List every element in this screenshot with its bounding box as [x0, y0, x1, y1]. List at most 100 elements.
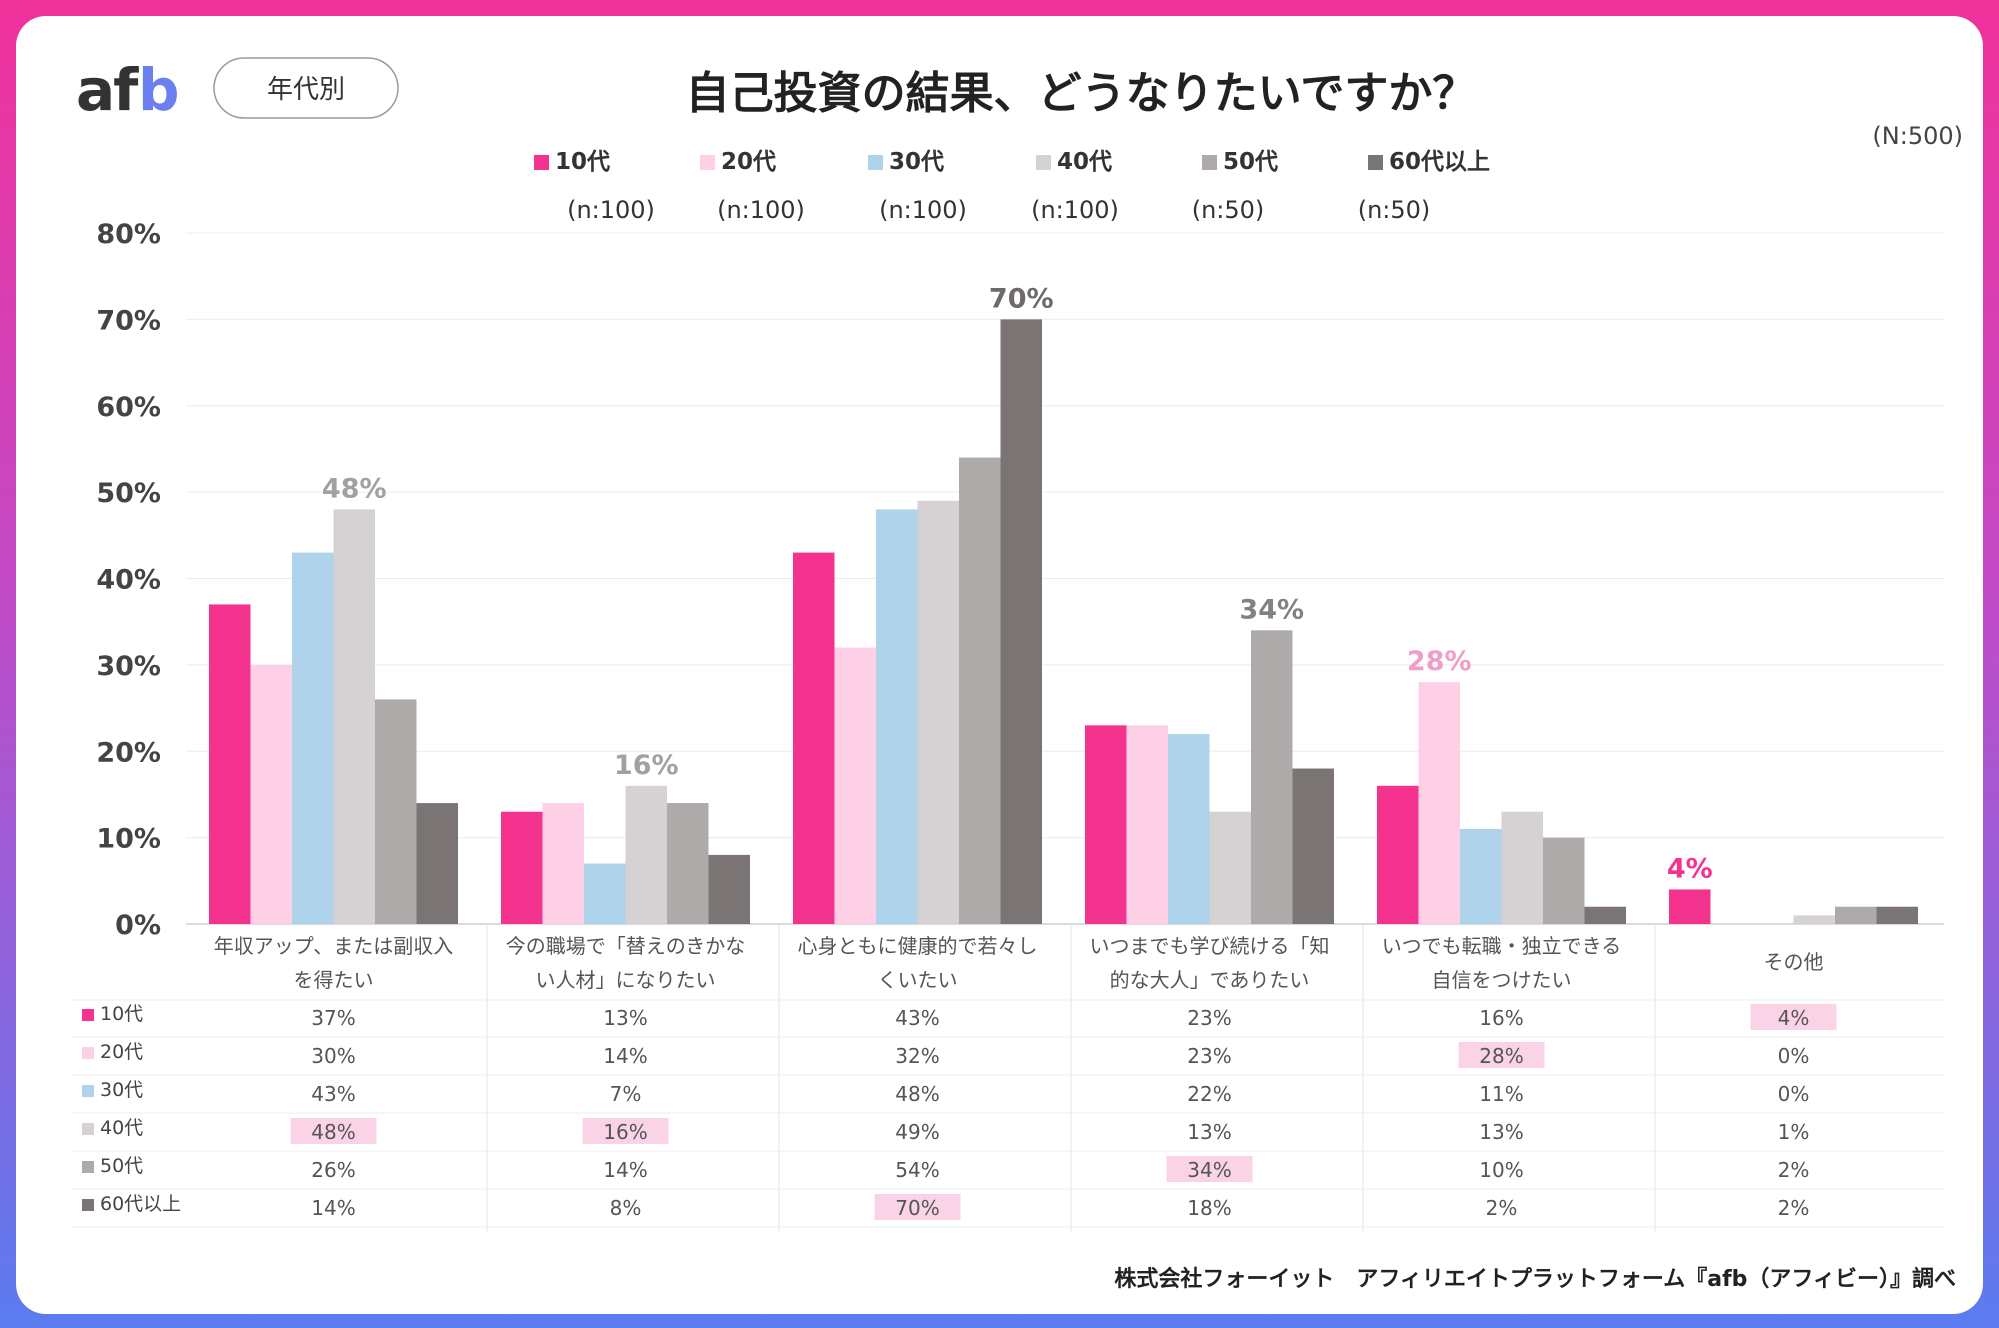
category-label: いつでも転職・独立できる — [1382, 934, 1622, 958]
peak-data-label: 28% — [1407, 646, 1472, 677]
table-cell: 48% — [895, 1082, 939, 1106]
table-cell: 23% — [1187, 1044, 1231, 1068]
legend-swatch — [700, 155, 715, 170]
y-tick-label: 0% — [115, 910, 161, 941]
legend-n: (n:50) — [1192, 196, 1265, 224]
table-cell: 14% — [603, 1158, 647, 1182]
category-label: 今の職場で「替えのきかな — [506, 934, 745, 958]
bar — [793, 552, 835, 924]
table-cell: 0% — [1778, 1082, 1810, 1106]
table-cell: 22% — [1187, 1082, 1231, 1106]
table-cell: 54% — [895, 1158, 939, 1182]
table-cell: 48% — [311, 1120, 355, 1144]
bar — [209, 604, 251, 924]
peak-data-label: 48% — [322, 473, 387, 504]
row-label: 60代以上 — [100, 1193, 181, 1215]
table-cell: 14% — [311, 1196, 355, 1220]
table-cell: 26% — [311, 1158, 355, 1182]
legend-label: 10代 — [555, 149, 610, 175]
bar — [1168, 733, 1210, 924]
bar — [1669, 889, 1711, 924]
row-swatch — [82, 1161, 94, 1173]
category-label: くいたい — [878, 968, 958, 992]
table-cell: 2% — [1778, 1158, 1810, 1182]
peak-data-label: 70% — [989, 283, 1054, 314]
legend-swatch — [1036, 155, 1051, 170]
bar — [1085, 725, 1127, 924]
bar — [1126, 725, 1168, 924]
cell-highlight — [582, 1118, 669, 1144]
table-cell: 28% — [1479, 1044, 1523, 1068]
legend-label: 50代 — [1223, 149, 1278, 175]
table-cell: 10% — [1479, 1158, 1523, 1182]
legend-n: (n:100) — [1031, 196, 1119, 224]
row-label: 30代 — [100, 1079, 143, 1101]
peak-labels: 48% 16% 70% 34% 28% 4% — [322, 283, 1713, 884]
category-label: 心身ともに健康的で若々し — [798, 934, 1038, 958]
bar — [1835, 906, 1877, 924]
cell-highlight — [1750, 1004, 1837, 1030]
bar — [959, 457, 1001, 924]
bar — [1584, 906, 1626, 924]
legend-swatch — [534, 155, 549, 170]
peak-data-label: 16% — [614, 750, 679, 781]
logo-text-b: b — [138, 56, 180, 124]
table-cell: 1% — [1778, 1120, 1810, 1144]
table-cell: 13% — [1187, 1120, 1231, 1144]
table-cell: 43% — [895, 1006, 939, 1030]
gridlines — [186, 232, 1944, 925]
y-tick-label: 30% — [96, 651, 161, 682]
y-tick-label: 20% — [96, 737, 161, 768]
row-swatch — [82, 1085, 94, 1097]
legend-label: 60代以上 — [1389, 149, 1490, 175]
table-cell: 16% — [1479, 1006, 1523, 1030]
legend-n: (n:100) — [879, 196, 967, 224]
row-label: 40代 — [100, 1117, 143, 1139]
bar — [542, 803, 584, 924]
legend-swatch — [1202, 155, 1217, 170]
bar — [1460, 828, 1502, 924]
table-cell: 32% — [895, 1044, 939, 1068]
category-label: その他 — [1764, 950, 1824, 974]
y-axis: 0% 10% 20% 30% 40% 50% 60% 70% 80% — [96, 219, 161, 941]
table-cell: 8% — [610, 1196, 642, 1220]
table-cell: 7% — [610, 1082, 642, 1106]
table-cell: 70% — [895, 1196, 939, 1220]
bar — [708, 854, 750, 924]
y-tick-label: 50% — [96, 478, 161, 509]
category-label: を得たい — [294, 968, 374, 992]
bar — [917, 500, 959, 924]
afb-logo: af b — [76, 56, 180, 124]
legend-label: 40代 — [1057, 149, 1112, 175]
table-cell: 14% — [603, 1044, 647, 1068]
chart-title: 自己投資の結果、どうなりたいですか？ — [686, 68, 1477, 119]
bar — [876, 509, 918, 924]
table-cell: 43% — [311, 1082, 355, 1106]
bar — [667, 803, 709, 924]
badge-text: 年代別 — [267, 75, 345, 105]
table-cell: 13% — [1479, 1120, 1523, 1144]
cell-highlight — [874, 1194, 961, 1220]
bar — [1209, 811, 1251, 924]
table-cell: 49% — [895, 1120, 939, 1144]
badge-frame — [213, 57, 399, 119]
bar — [333, 509, 375, 924]
bar — [1292, 768, 1334, 924]
peak-data-label: 4% — [1667, 853, 1713, 884]
bar — [250, 664, 292, 924]
bar — [1501, 811, 1543, 924]
row-swatch — [82, 1123, 94, 1135]
table-cell: 18% — [1187, 1196, 1231, 1220]
row-label: 20代 — [100, 1041, 143, 1063]
cell-highlight — [1458, 1042, 1545, 1068]
y-tick-label: 80% — [96, 219, 161, 250]
table-cell: 23% — [1187, 1006, 1231, 1030]
bars — [209, 319, 1918, 924]
cell-highlight — [1166, 1156, 1253, 1182]
bar — [1000, 319, 1042, 924]
bar — [1418, 682, 1460, 924]
cell-highlight — [290, 1118, 377, 1144]
bar — [1251, 630, 1293, 924]
legend-label: 20代 — [721, 149, 776, 175]
row-label: 50代 — [100, 1155, 143, 1177]
